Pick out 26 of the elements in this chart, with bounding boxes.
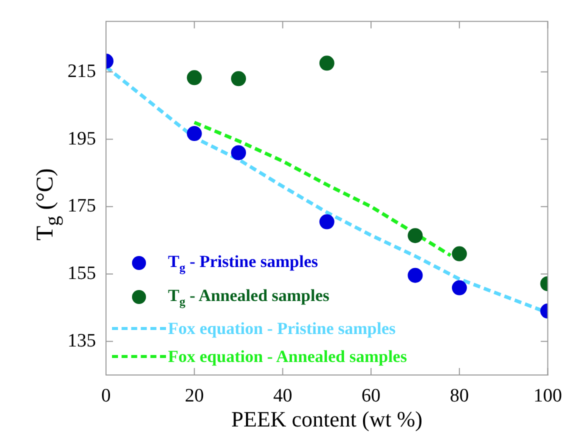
y-tick-label: 195 (68, 128, 96, 150)
x-tick-label: 20 (184, 385, 204, 406)
point (231, 71, 246, 86)
x-tick-label: 60 (362, 385, 381, 406)
legend-label: T$_{g}$ - Pristine samples (168, 252, 318, 274)
x-tick-label: 40 (273, 385, 292, 406)
point (319, 214, 334, 230)
x-axis-title: PEEK content (wt %) (231, 406, 422, 432)
point (408, 268, 423, 283)
y-tick-label: 175 (68, 196, 96, 217)
point (231, 145, 246, 160)
point (186, 126, 202, 142)
y-tick-label: 215 (68, 60, 96, 82)
point (452, 280, 467, 296)
y-tick-label: 155 (68, 262, 96, 284)
point (408, 228, 423, 244)
y-tick-label: 135 (68, 330, 96, 352)
x-tick-label: 0 (101, 385, 111, 406)
legend-label: T$_{g}$ - Annealed samples (168, 286, 330, 308)
x-tick-label: 80 (450, 385, 469, 406)
point (452, 246, 467, 262)
legend-label: Fox equation - Annealed samples (168, 346, 407, 366)
legend-label: Fox equation - Pristine samples (168, 318, 396, 338)
point (186, 70, 202, 86)
x-tick-label: 100 (534, 385, 562, 406)
point (319, 56, 334, 71)
